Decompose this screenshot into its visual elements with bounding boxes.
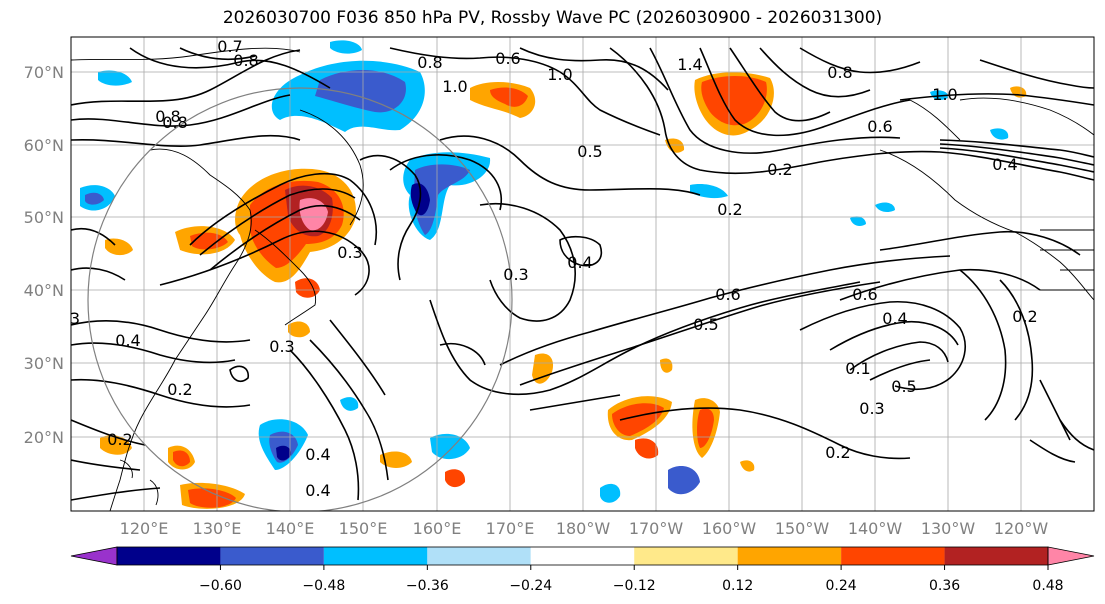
lon-label: 180°W xyxy=(556,519,611,538)
lon-label: 150°W xyxy=(775,519,830,538)
contour-label: 3 xyxy=(70,309,80,328)
contour-label: 0.8 xyxy=(155,107,180,126)
map-content: 0.70.8 0.8 0.61.01.4 0.80.81.00.60.50.20.2 0… xyxy=(70,37,1094,511)
colorbar-segment xyxy=(634,547,738,565)
contour-label: 0.1 xyxy=(845,359,870,378)
lat-label: 30°N xyxy=(24,354,64,373)
contour-label: 0.6 xyxy=(852,285,877,304)
contour-label: 0.4 xyxy=(115,331,140,350)
contour-label: 0.5 xyxy=(891,377,916,396)
contour-label: 0.6 xyxy=(867,117,892,136)
lon-label: 140°W xyxy=(848,519,903,538)
lon-label: 160°E xyxy=(413,519,462,538)
lon-label: 140°E xyxy=(266,519,315,538)
colorbar: −0.60 −0.48 −0.36 −0.24 −0.12 0.12 0.24 0.36 0.4… xyxy=(70,546,1095,594)
contour-labels: 0.70.8 0.8 0.61.01.4 0.80.81.00.60.50.20.2 0… xyxy=(70,37,1038,500)
colorbar-segment xyxy=(323,547,428,565)
contour-label: 0.2 xyxy=(107,430,132,449)
lon-label: 170°W xyxy=(629,519,684,538)
contour-label: 0.5 xyxy=(577,142,602,161)
colorbar-segment xyxy=(944,547,1048,565)
contour-label: 0.3 xyxy=(337,243,362,262)
contour-label: 0.8 xyxy=(162,113,187,132)
map-background xyxy=(71,37,1094,511)
colorbar-tick-label: 0.12 xyxy=(722,578,753,594)
contour-label: 0.5 xyxy=(693,315,718,334)
lon-label: 130°E xyxy=(193,519,242,538)
latitude-labels: 70°N 60°N 50°N 40°N 30°N 20°N xyxy=(24,63,64,447)
lon-label: 130°W xyxy=(921,519,976,538)
longitude-labels: 120°E 130°E 140°E 150°E 160°E 170°E 180°W 170°W… xyxy=(120,519,1049,538)
pv-anomaly-fills xyxy=(80,40,1027,509)
contour-label: 0.4 xyxy=(992,155,1017,174)
contour-label: 0.7 xyxy=(217,37,242,56)
pv-contours xyxy=(71,47,1094,501)
contour-label: 1.0 xyxy=(442,77,467,96)
lon-label: 160°W xyxy=(702,519,757,538)
colorbar-segment xyxy=(117,547,221,565)
colorbar-tick-label: −0.48 xyxy=(302,578,345,594)
lon-label: 150°E xyxy=(339,519,388,538)
colorbar-extend-low xyxy=(70,546,118,566)
colorbar-tick-label: −0.12 xyxy=(613,578,656,594)
lat-label: 70°N xyxy=(24,63,64,82)
contour-label: 0.3 xyxy=(269,337,294,356)
contour-label: 0.3 xyxy=(859,399,884,418)
lat-label: 20°N xyxy=(24,428,64,447)
contour-label: 0.2 xyxy=(825,443,850,462)
contour-label: 0.4 xyxy=(305,445,330,464)
contour-label: 0.3 xyxy=(503,265,528,284)
contour-label: 0.4 xyxy=(305,481,330,500)
contour-label: 0.2 xyxy=(1012,307,1037,326)
contour-label: 0.8 xyxy=(417,53,442,72)
colorbar-tick-label: −0.60 xyxy=(199,578,242,594)
lon-label: 170°E xyxy=(486,519,535,538)
colorbar-tick-label: 0.24 xyxy=(826,578,857,594)
lon-label: 120°W xyxy=(994,519,1049,538)
colorbar-segment xyxy=(841,547,945,565)
colorbar-border xyxy=(116,546,1049,566)
lat-label: 60°N xyxy=(24,136,64,155)
lat-label: 40°N xyxy=(24,281,64,300)
colorbar-extend-high xyxy=(1047,546,1095,566)
contour-label: 0.4 xyxy=(567,253,592,272)
region-circle xyxy=(87,87,513,511)
contour-label: 0.8 xyxy=(233,51,258,70)
contour-label: 1.0 xyxy=(932,85,957,104)
colorbar-segment xyxy=(220,547,324,565)
contour-label: 0.2 xyxy=(767,160,792,179)
colorbar-segment xyxy=(737,547,842,565)
contour-label: 1.4 xyxy=(677,55,702,74)
contour-label: 0.6 xyxy=(715,285,740,304)
lat-label: 50°N xyxy=(24,208,64,227)
colorbar-tick-label: 0.36 xyxy=(929,578,960,594)
contour-label: 0.6 xyxy=(495,49,520,68)
colorbar-tick-label: −0.24 xyxy=(509,578,552,594)
contour-label: 0.8 xyxy=(827,63,852,82)
chart-title: 2026030700 F036 850 hPa PV, Rossby Wave … xyxy=(222,8,883,28)
colorbar-segment xyxy=(427,547,531,565)
colorbar-tick-label: 0.48 xyxy=(1032,578,1063,594)
map-border xyxy=(70,36,1095,512)
contour-label: 0.2 xyxy=(167,380,192,399)
coastlines xyxy=(71,47,1094,511)
colorbar-tick-label: −0.36 xyxy=(406,578,449,594)
contour-label: 0.2 xyxy=(717,200,742,219)
lon-label: 120°E xyxy=(120,519,169,538)
colorbar-segment xyxy=(530,547,635,565)
contour-label: 0.4 xyxy=(882,309,907,328)
contour-label: 1.0 xyxy=(547,65,572,84)
